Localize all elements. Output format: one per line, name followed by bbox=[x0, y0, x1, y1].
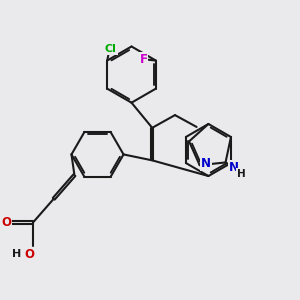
Text: F: F bbox=[140, 52, 147, 66]
Text: N: N bbox=[201, 157, 211, 170]
Text: O: O bbox=[25, 248, 34, 261]
Text: H: H bbox=[236, 169, 245, 179]
Text: O: O bbox=[2, 216, 11, 229]
Text: N: N bbox=[229, 161, 239, 174]
Text: Cl: Cl bbox=[105, 44, 117, 54]
Text: H: H bbox=[12, 249, 21, 260]
